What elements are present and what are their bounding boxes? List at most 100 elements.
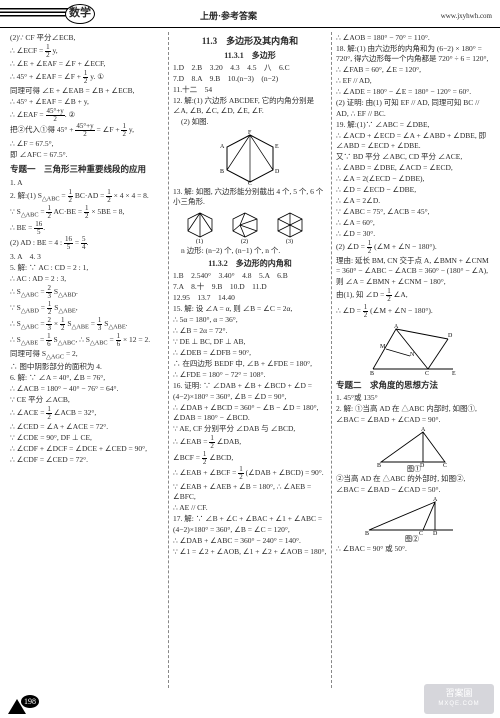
text-line: ∴ S△ABC = 23 S△ABD. bbox=[10, 285, 164, 300]
text-line: 18. 解:(1) 由六边形的内角和为 (6−2) × 180° = 720°,… bbox=[336, 44, 490, 65]
text-line: ∴ ∠D = ∠ECD − ∠DBE, bbox=[336, 185, 490, 196]
watermark-url: MXQE.COM bbox=[424, 700, 494, 708]
text-line: ∴ 45° + ∠EAF = ∠B + y, bbox=[10, 97, 164, 108]
text-line: ∵ ∠CDE = 90°, DF ⊥ CE, bbox=[10, 433, 164, 444]
svg-text:B: B bbox=[370, 371, 374, 376]
subject-badge: 数学 bbox=[65, 4, 95, 24]
q15: 15. 解: 设 ∠A = α, 则 ∠B = ∠C = 2α,∴ 5α = 1… bbox=[173, 304, 327, 381]
text-line: ∴ ∠ADE = 180° − ∠E = 180° − 120° = 60°. bbox=[336, 87, 490, 98]
page-footer: 198 bbox=[8, 699, 26, 714]
answers-row: 7.D 8.A 9.B 10.(n−3) (n−2) bbox=[173, 74, 327, 85]
svg-text:A: A bbox=[433, 497, 438, 503]
text-line: (2) AD : BE = 4 : 165 = 54. bbox=[10, 236, 164, 251]
q16: 16. 证明: ∵ ∠DAB + ∠B + ∠BCD + ∠D = (4−2)×… bbox=[173, 381, 327, 514]
text-line: ∴ ∠ACB = 180° − 40° − 76° = 64°. bbox=[10, 384, 164, 395]
text-line: ∴ 图中阴影部分的面积为 4. bbox=[10, 362, 164, 373]
text-line: ∴ ∠EAF = 45°+y2. ② bbox=[10, 108, 164, 123]
svg-text:(2): (2) bbox=[241, 238, 248, 244]
text-line: (2)∵ CF 平分∠ECB, bbox=[10, 33, 164, 44]
text-line: ∴ ∠DEB = ∠DFB = 90°, bbox=[173, 348, 327, 359]
triangle-mn-figure: A M N D B C E bbox=[368, 321, 458, 376]
text-line: ∴ ∠D = 30°. bbox=[336, 229, 490, 240]
svg-text:D: D bbox=[433, 531, 438, 537]
q1: 1. 45°或 135° bbox=[336, 393, 490, 404]
header-site: www.jxyhwh.com bbox=[441, 12, 492, 22]
svg-text:D: D bbox=[275, 169, 280, 175]
text-line: ∴ S△ABC = 23 × 12 S△ABE = 13 S△ABE. bbox=[10, 317, 164, 332]
text-line: 同理可得 S△AGC = 2, bbox=[10, 349, 164, 362]
text-line: ∴ ∠AOB = 180° − 70° = 110°. bbox=[336, 33, 490, 44]
text-line: 1. A bbox=[10, 178, 164, 189]
text-line: 6. 解: ∵ ∠A = 40°, ∠B = 76°, bbox=[10, 373, 164, 384]
text-line: 15. 解: 设 ∠A = α, 则 ∠B = ∠C = 2α, bbox=[173, 304, 327, 315]
text-line: 16. 证明: ∵ ∠DAB + ∠B + ∠BCD + ∠D = (4−2)×… bbox=[173, 381, 327, 402]
page-header: 数学 上册·参考答案 www.jxyhwh.com bbox=[0, 0, 500, 28]
text-line: ∴ ∠E + ∠EAF = ∠F + ∠ECF, bbox=[10, 59, 164, 70]
text-line: 3. A 4. 3 bbox=[10, 252, 164, 263]
svg-text:(1): (1) bbox=[196, 238, 203, 244]
column-2: 11.3 多边形及其内角和 11.3.1 多边形 1.D 2.B 3.20 4.… bbox=[168, 32, 331, 688]
text-line: ∵ ∠1 = ∠2 + ∠AOB, ∠1 + ∠2 + ∠AOB = 180°, bbox=[173, 547, 327, 558]
q12: 12. 解:(1) 六边形 ABCDEF, 它的内角分别是 ∠A, ∠B, ∠C… bbox=[173, 96, 327, 117]
text-line: ∵ S△ABC = 12 AC·BE = 12 × 5BE = 8, bbox=[10, 205, 164, 220]
text-line: ∴ ∠EAB = 12 ∠DAB, bbox=[173, 435, 327, 450]
svg-text:E: E bbox=[275, 144, 279, 150]
sub-11-3-2: 11.3.2 多边形的内角和 bbox=[173, 258, 327, 269]
answer-2: ∴ ∠BAC = 90° 或 50°. bbox=[336, 544, 490, 555]
text-line: ∵ CE 平分 ∠ACB, bbox=[10, 395, 164, 406]
hexagon-figure: F E D C B A bbox=[215, 130, 285, 185]
text-line: 5. 解: ∵ AC : CD = 2 : 1, bbox=[10, 263, 164, 274]
answers-row: 12.95 13.7 14.40 bbox=[173, 293, 327, 304]
text-line: (2) ∠D = 12 (∠M + ∠N − 180°). bbox=[336, 240, 490, 255]
text-line: ∴ AE // CF. bbox=[173, 503, 327, 514]
svg-text:A: A bbox=[394, 324, 399, 330]
q13b: n 边形: (n−2) 个, (n−1) 个, n 个. bbox=[173, 246, 327, 257]
svg-text:图①: 图① bbox=[407, 465, 421, 472]
text-line: ∴ ∠A = 60°, bbox=[336, 218, 490, 229]
topic-1: 专题一 三角形三种重要线段的应用 bbox=[10, 164, 164, 176]
text-line: 19. 解:(1)∵ ∠ABC = ∠DBE, bbox=[336, 120, 490, 131]
svg-text:M: M bbox=[380, 344, 386, 350]
triangle-fig-2: A B C D 图② bbox=[363, 497, 463, 542]
svg-text:(3): (3) bbox=[286, 238, 293, 244]
text-line: ∴ ∠ECF = 12 y, bbox=[10, 44, 164, 59]
column-3: ∴ ∠AOB = 180° − 70° = 110°.18. 解:(1) 由六边… bbox=[331, 32, 494, 688]
text-line: ∵ S△ABD = 12 S△ABE, bbox=[10, 301, 164, 316]
hexagon-triplet: (1) (2) (3) bbox=[185, 210, 315, 244]
svg-text:C: C bbox=[425, 371, 429, 376]
svg-text:C: C bbox=[248, 181, 252, 185]
columns: (2)∵ CF 平分∠ECB,∴ ∠ECF = 12 y,∴ ∠E + ∠EAF… bbox=[0, 28, 500, 688]
col1-block1: (2)∵ CF 平分∠ECB,∴ ∠ECF = 12 y,∴ ∠E + ∠EAF… bbox=[10, 33, 164, 161]
header-stripes bbox=[0, 8, 70, 18]
text-line: 同理可得 ∠E + ∠EAB = ∠B + ∠ECB, bbox=[10, 86, 164, 97]
svg-text:A: A bbox=[220, 144, 225, 150]
q2b: ②当高 AD 在 △ABC 的外部时, 如图②, ∠BAC = ∠BAD − ∠… bbox=[336, 474, 490, 495]
text-line: ∴ ∠FAB = 60°, ∠E = 120°, bbox=[336, 65, 490, 76]
text-line: ∴ ∠FDE = 180° − 72° = 108°. bbox=[173, 370, 327, 381]
svg-text:B: B bbox=[220, 169, 224, 175]
q13: 13. 解: 如图, 六边形能分别截出 4 个, 5 个, 6 个小三角形. bbox=[173, 187, 327, 208]
text-line: ∠BCF = 12 ∠BCD, bbox=[173, 451, 327, 466]
watermark-text: 習案園 bbox=[424, 687, 494, 700]
header-title: 上册·参考答案 bbox=[200, 10, 257, 23]
text-line: ∴ ∠D = 12 (∠M + ∠N − 180°). bbox=[336, 304, 490, 319]
text-line: ∴ ∠DAB + ∠BCD = 360° − ∠B − ∠D = 180°, ∠… bbox=[173, 403, 327, 424]
text-line: ∴ ∠EAB + ∠BCF = 12 (∠DAB + ∠BCD) = 90°. bbox=[173, 466, 327, 481]
q2a: 2. 解: ①当高 AD 在 △ABC 内部时, 如图①, ∠BAC = ∠BA… bbox=[336, 404, 490, 425]
text-line: ∴ ∠F = 67.5°, bbox=[10, 139, 164, 150]
text-line: ∴ ∠CDF + ∠DCF = ∠DCE + ∠CED = 90°, bbox=[10, 444, 164, 455]
svg-text:A: A bbox=[421, 427, 426, 433]
text-line: ∵ ∠ABC = 75°, ∠ACB = 45°, bbox=[336, 207, 490, 218]
page-number: 198 bbox=[21, 695, 39, 708]
svg-text:C: C bbox=[419, 531, 423, 537]
text-line: ∴ AC : AD = 2 : 3, bbox=[10, 274, 164, 285]
triangle-fig-1: A B D C 图① bbox=[373, 427, 453, 472]
text-line: 2. 解:(1) S△ABC = 12 BC·AD = 12 × 4 × 4 =… bbox=[10, 189, 164, 204]
text-line: ∴ ∠ACE = 12 ∠ACB = 32°, bbox=[10, 406, 164, 421]
answers-row: 1.D 2.B 3.20 4.3 4.5 八 6.C bbox=[173, 63, 327, 74]
text-line: ∴ 45° + ∠EAF = ∠F + 12 y. ① bbox=[10, 70, 164, 85]
text-line: ∴ BE = 165. bbox=[10, 221, 164, 236]
text-line: 由(1), 知 ∠D = 12 ∠A, bbox=[336, 288, 490, 303]
text-line: ∴ ∠ACD + ∠ECD = ∠A + ∠ABD + ∠DBE, 即 ∠ABD… bbox=[336, 131, 490, 152]
col3-block1: ∴ ∠AOB = 180° − 70° = 110°.18. 解:(1) 由六边… bbox=[336, 33, 490, 319]
